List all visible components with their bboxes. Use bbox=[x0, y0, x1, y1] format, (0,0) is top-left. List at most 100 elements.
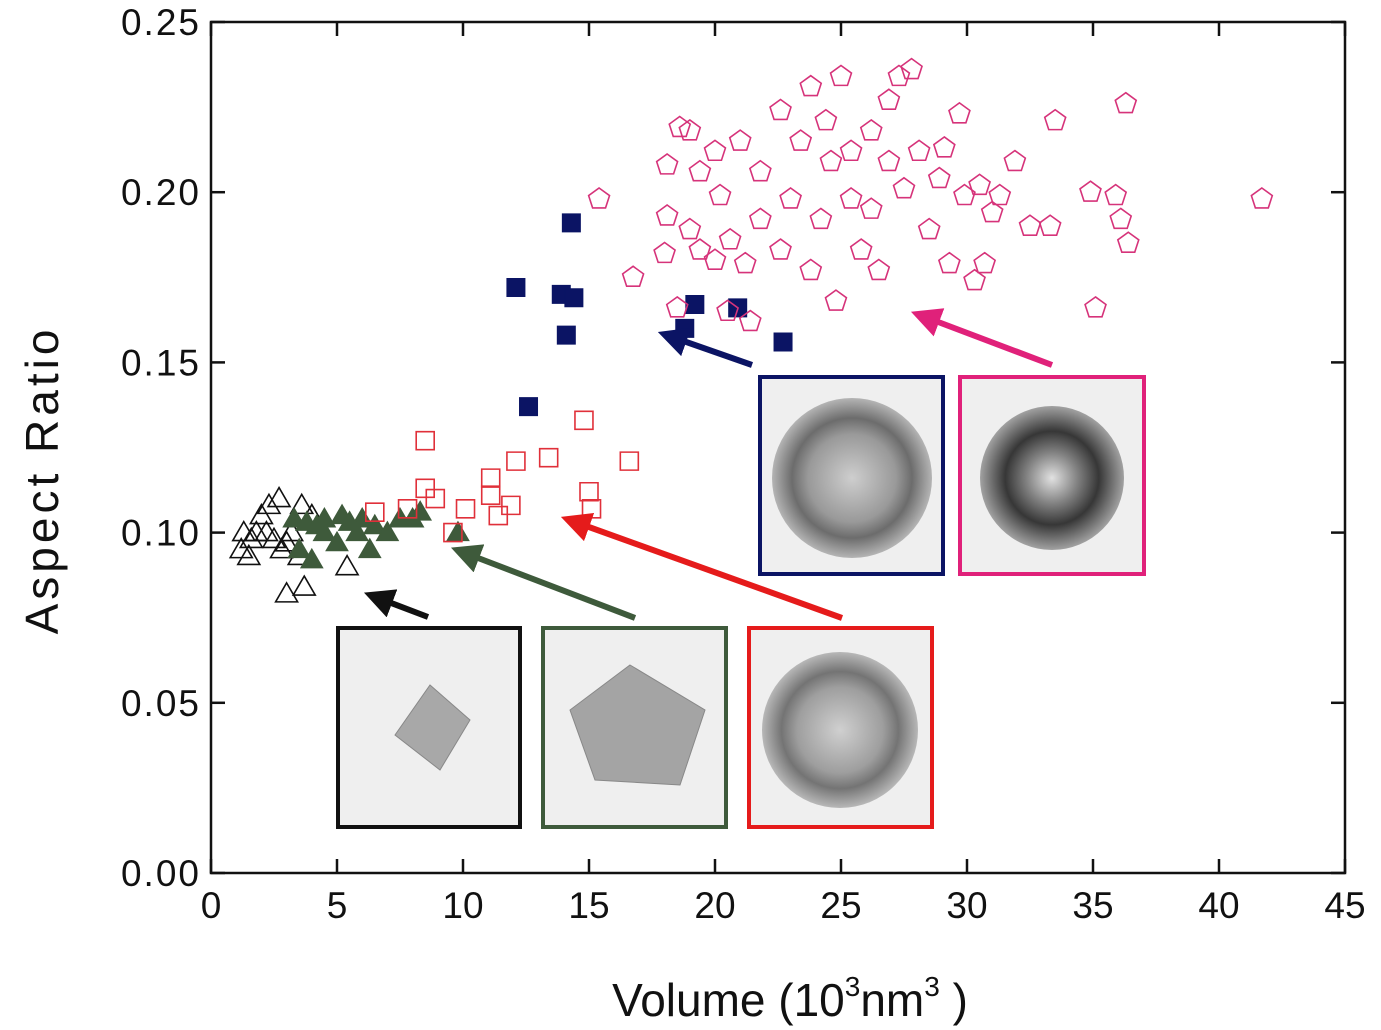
x-tick-label: 15 bbox=[568, 885, 609, 926]
data-point bbox=[819, 149, 843, 172]
y-tick-label: 0.20 bbox=[121, 172, 201, 213]
data-point bbox=[716, 299, 740, 322]
data-point bbox=[556, 325, 576, 345]
data-point bbox=[927, 166, 951, 189]
data-point bbox=[1043, 108, 1067, 131]
data-point bbox=[769, 238, 792, 260]
x-axis-label-part: ) bbox=[940, 974, 968, 1026]
data-point bbox=[1116, 231, 1140, 253]
y-axis-label: Aspect Ratio bbox=[16, 326, 68, 635]
data-point bbox=[779, 187, 803, 209]
data-point bbox=[769, 98, 792, 121]
data-point bbox=[364, 502, 385, 522]
data-point bbox=[238, 526, 264, 549]
data-point bbox=[282, 506, 307, 528]
arrows bbox=[363, 308, 1054, 621]
data-point bbox=[325, 530, 349, 552]
data-point bbox=[506, 451, 526, 471]
data-point bbox=[973, 251, 997, 274]
inset-particle bbox=[569, 664, 706, 786]
data-point bbox=[839, 139, 863, 162]
data-point bbox=[688, 159, 712, 182]
y-tick-label: 0.15 bbox=[121, 342, 201, 383]
data-point bbox=[538, 447, 559, 468]
data-point bbox=[859, 118, 883, 141]
data-point bbox=[748, 159, 772, 182]
data-point bbox=[274, 581, 299, 603]
y-tick-label: 0.05 bbox=[121, 683, 201, 724]
data-point bbox=[907, 139, 931, 162]
data-point bbox=[279, 520, 305, 542]
data-point bbox=[733, 251, 757, 274]
x-axis-label-part: Volume (10 bbox=[612, 974, 845, 1026]
data-point bbox=[980, 200, 1004, 223]
data-point bbox=[867, 258, 891, 281]
data-point bbox=[653, 241, 677, 264]
x-tick-label: 10 bbox=[442, 885, 483, 926]
data-point bbox=[443, 522, 463, 543]
data-point bbox=[375, 520, 400, 542]
marks bbox=[228, 57, 1274, 603]
data-point bbox=[564, 288, 584, 308]
data-point bbox=[738, 309, 762, 332]
data-point bbox=[289, 492, 315, 515]
x-axis-label-part: 3 bbox=[924, 971, 940, 1002]
inset-particle bbox=[980, 406, 1124, 550]
arrow bbox=[910, 308, 1054, 368]
y-tick-label: 0.10 bbox=[121, 513, 201, 554]
data-point bbox=[312, 520, 337, 542]
data-point bbox=[266, 485, 292, 508]
data-point bbox=[773, 332, 793, 352]
data-point bbox=[678, 118, 702, 141]
data-point bbox=[291, 574, 317, 596]
data-point bbox=[688, 238, 712, 260]
data-point bbox=[415, 430, 436, 451]
data-point bbox=[561, 213, 581, 233]
data-point bbox=[824, 289, 848, 311]
data-point bbox=[480, 485, 501, 505]
data-point bbox=[877, 88, 901, 110]
data-point bbox=[261, 526, 287, 549]
data-point bbox=[718, 227, 742, 250]
data-point bbox=[678, 217, 702, 240]
data-point bbox=[579, 481, 599, 502]
data-point bbox=[900, 57, 923, 80]
data-point bbox=[345, 520, 370, 542]
x-tick-label: 35 bbox=[1072, 885, 1113, 926]
data-point bbox=[668, 115, 692, 138]
data-point bbox=[362, 513, 387, 535]
data-point bbox=[1250, 187, 1274, 209]
data-point bbox=[917, 217, 941, 240]
data-point bbox=[968, 173, 992, 196]
data-point bbox=[1018, 214, 1042, 236]
data-point bbox=[675, 318, 695, 338]
data-point bbox=[703, 139, 727, 162]
data-point bbox=[799, 258, 823, 281]
x-tick-label: 30 bbox=[946, 885, 987, 926]
data-point bbox=[480, 468, 501, 488]
data-point bbox=[357, 537, 382, 559]
data-point bbox=[1109, 207, 1133, 230]
x-tick-label: 40 bbox=[1198, 885, 1239, 926]
data-point bbox=[685, 295, 705, 315]
data-point bbox=[799, 74, 823, 97]
data-point bbox=[829, 64, 853, 87]
x-tick-label: 5 bbox=[327, 885, 348, 926]
data-point bbox=[415, 478, 436, 499]
data-point bbox=[892, 176, 916, 199]
x-axis-label-part: nm bbox=[860, 974, 924, 1026]
data-point bbox=[446, 520, 470, 542]
data-point bbox=[621, 265, 645, 287]
data-point bbox=[877, 149, 901, 172]
data-point bbox=[665, 295, 689, 318]
data-point bbox=[501, 495, 521, 516]
data-point bbox=[254, 520, 279, 542]
data-point bbox=[408, 500, 433, 521]
y-tick-label: 0.00 bbox=[121, 853, 201, 894]
data-point bbox=[937, 251, 961, 274]
data-point bbox=[948, 101, 971, 124]
data-point bbox=[1114, 91, 1138, 114]
